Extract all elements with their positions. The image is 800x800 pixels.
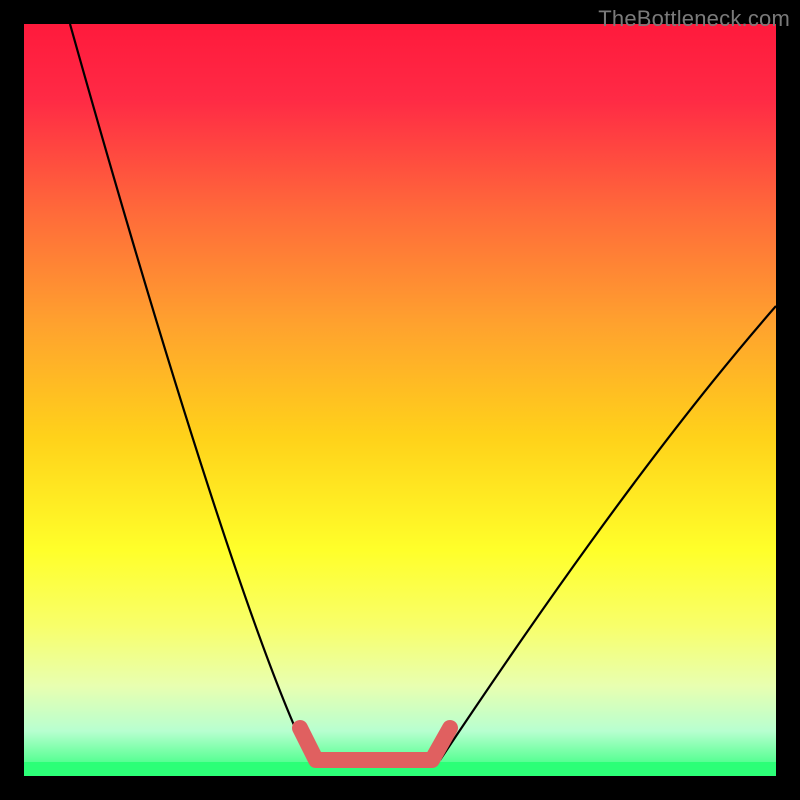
chart-heat-background xyxy=(24,24,776,776)
chart-svg xyxy=(0,0,800,800)
chart-stage: TheBottleneck.com xyxy=(0,0,800,800)
